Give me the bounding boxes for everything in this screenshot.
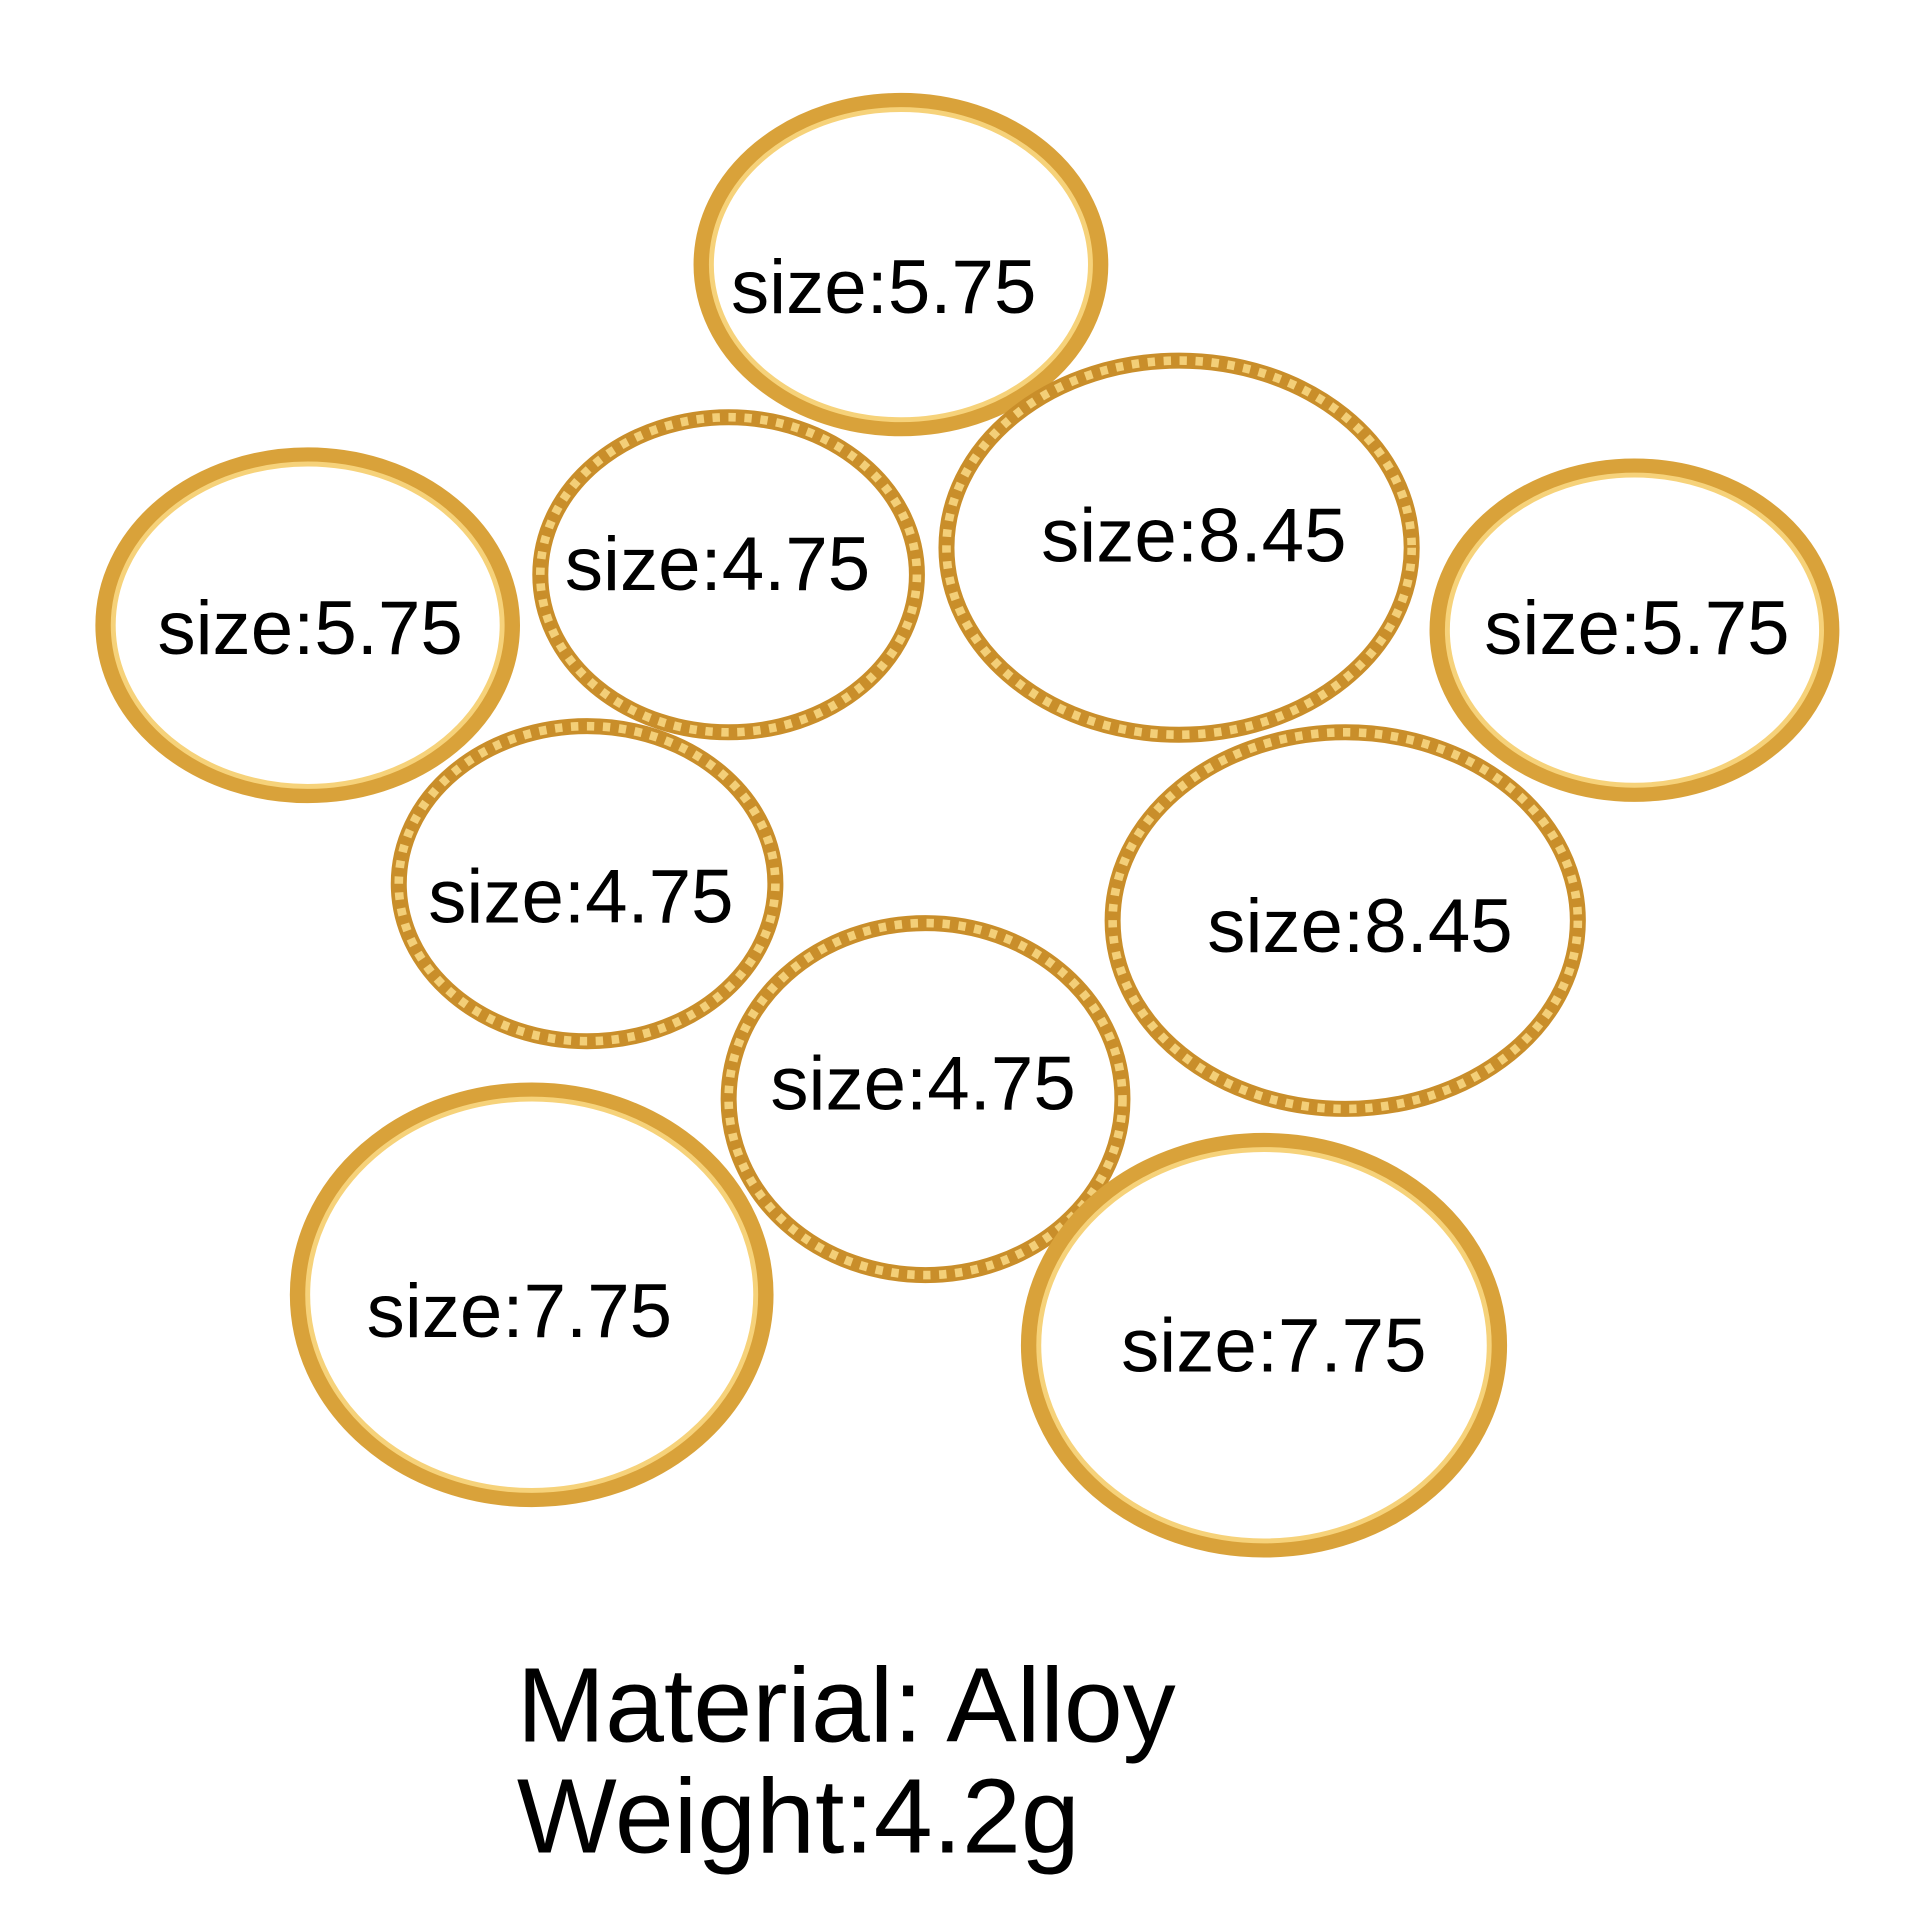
ring-label: size:4.75 xyxy=(565,522,870,607)
ring: size:5.75 xyxy=(1429,458,1840,802)
ring-label: size:5.75 xyxy=(1484,586,1789,671)
ring: size:8.45 xyxy=(938,352,1420,743)
ring: size:8.45 xyxy=(1104,724,1586,1117)
ring-label: size:4.75 xyxy=(428,854,733,939)
material: Material: Alloy xyxy=(517,1647,1176,1765)
ring: size:7.75 xyxy=(289,1082,774,1508)
ring-label: size:5.75 xyxy=(157,586,462,671)
ring-label: size:8.45 xyxy=(1207,884,1512,969)
ring-label: size:7.75 xyxy=(367,1269,672,1354)
ring: size:4.75 xyxy=(532,409,925,741)
ring: size:5.75 xyxy=(693,92,1109,437)
ring: size:5.75 xyxy=(95,447,520,804)
ring: size:4.75 xyxy=(720,915,1131,1284)
ring: size:4.75 xyxy=(390,718,784,1050)
weight: Weight:4.2g xyxy=(517,1757,1080,1875)
ring-label: size:5.75 xyxy=(731,245,1036,330)
ring-label: size:8.45 xyxy=(1041,494,1346,579)
ring-label: size:7.75 xyxy=(1121,1304,1426,1389)
ring: size:7.75 xyxy=(1020,1132,1508,1558)
ring-label: size:4.75 xyxy=(770,1041,1075,1126)
